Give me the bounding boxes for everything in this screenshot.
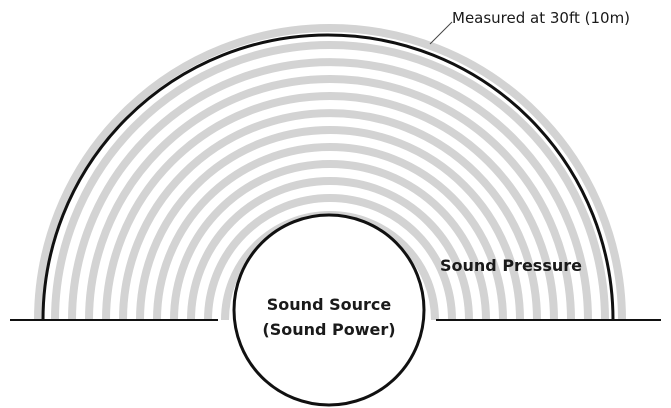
source-label: Sound Source [267, 295, 392, 314]
wave-arc [85, 75, 575, 321]
leader-line [429, 21, 453, 45]
wave-arc [34, 24, 626, 321]
sound-source-circle [232, 213, 426, 407]
measurement-label: Measured at 30ft (10m) [452, 9, 630, 27]
wave-arc [68, 58, 592, 321]
wave-arc [51, 41, 609, 321]
wave-arc [153, 143, 507, 321]
wave-arc [136, 126, 524, 321]
pressure-label: Sound Pressure [440, 256, 582, 275]
wave-arc [170, 160, 490, 321]
wave-arc [102, 92, 558, 321]
measurement-arc [41, 33, 615, 321]
wave-arc [119, 109, 541, 321]
sound-waves [34, 24, 626, 321]
wave-arc [204, 194, 456, 321]
wave-arc [187, 177, 473, 321]
source-label: (Sound Power) [262, 320, 395, 339]
